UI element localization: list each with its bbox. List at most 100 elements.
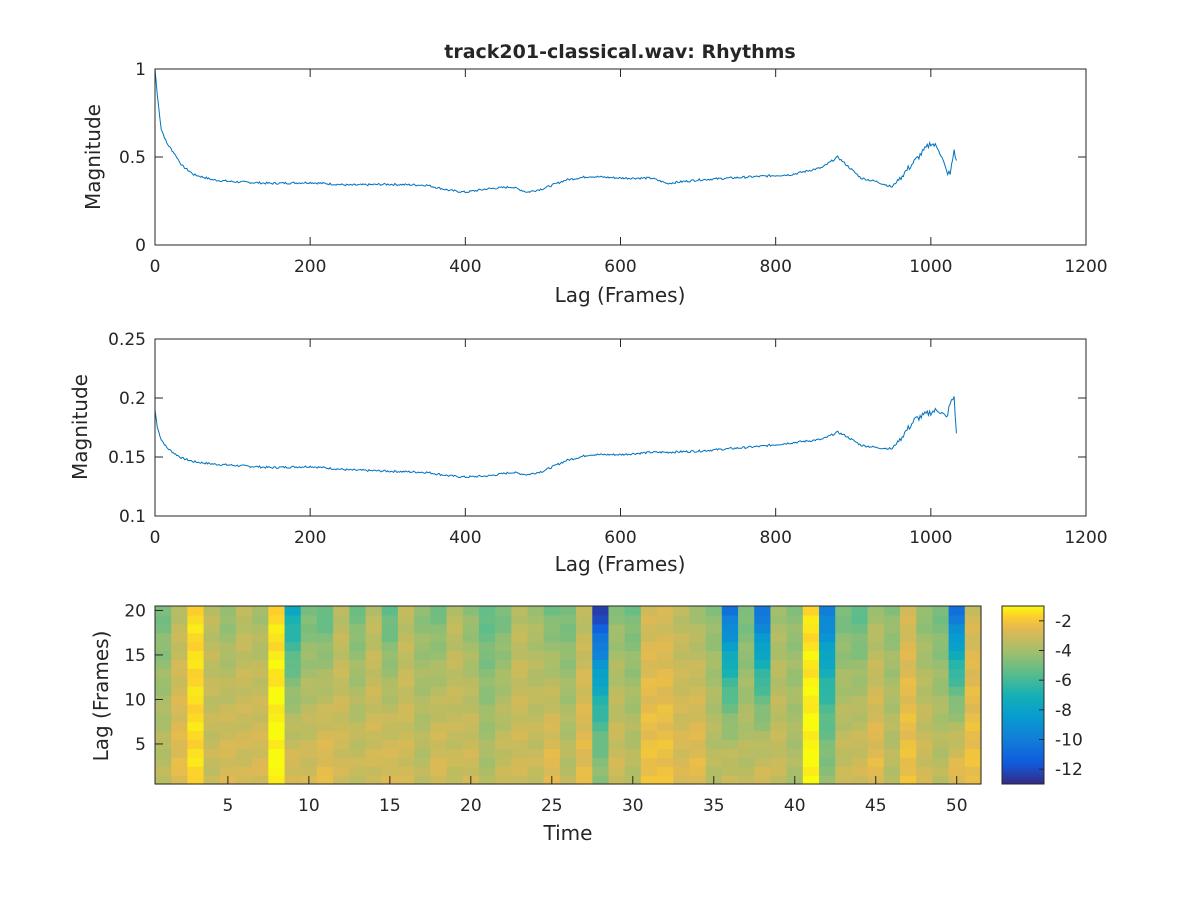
heatmap-cell (851, 712, 869, 723)
heatmap-cell (397, 775, 415, 785)
heatmap-cell (462, 730, 480, 741)
heatmap-cell (851, 623, 869, 634)
heatmap-cell (284, 659, 302, 669)
heatmap-cell (527, 721, 545, 732)
heatmap-cell (640, 739, 658, 749)
heatmap-cell (171, 650, 188, 660)
heatmap-cell (754, 641, 772, 652)
heatmap-cell (462, 641, 480, 652)
heatmap-cell (333, 712, 350, 723)
heatmap-cell (770, 712, 788, 723)
heatmap-cell (235, 677, 253, 687)
heatmap-cell (754, 668, 772, 678)
heatmap-cell (381, 748, 399, 758)
heatmap-cell (738, 650, 755, 660)
heatmap-cell (349, 677, 367, 687)
heatmap-cell (155, 632, 172, 643)
heatmap-cell (414, 606, 431, 616)
heatmap-cell (721, 686, 739, 696)
heatmap-cell (527, 659, 545, 669)
heatmap-cell (835, 766, 853, 776)
heatmap-cell (640, 748, 658, 758)
heatmap-cell (365, 748, 383, 758)
heatmap-cell (511, 650, 529, 660)
heatmap-cell (478, 686, 496, 696)
heatmap-cell (640, 677, 658, 687)
heatmap-cell (252, 748, 269, 758)
heatmap-cell (738, 748, 755, 758)
heatmap-cell (235, 623, 253, 634)
y-axis-label: Lag (Frames) (89, 631, 113, 762)
heatmap-cell (284, 775, 302, 785)
heatmap-cell (640, 606, 658, 616)
heatmap-cell (867, 623, 885, 634)
heatmap-cell (657, 757, 674, 767)
heatmap-cell (738, 614, 755, 625)
heatmap-cell (430, 632, 448, 643)
heatmap-cell (738, 703, 755, 714)
rhythm-heatmap-panel: 5 10 15 20 25 30 35 40 45 50 5 10 15 20 Time Lag (Fr… (89, 601, 1083, 845)
heatmap-cell (867, 766, 885, 776)
heatmap-cell (608, 757, 626, 767)
heatmap-cell (883, 730, 901, 741)
heatmap-cell (624, 677, 642, 687)
heatmap-cell (527, 623, 545, 634)
heatmap-cell (268, 659, 286, 669)
heatmap-cell (235, 712, 253, 723)
heatmap-cell (333, 775, 350, 785)
heatmap-cell (964, 668, 982, 678)
heatmap-cell (851, 677, 869, 687)
heatmap-cell (559, 739, 577, 749)
heatmap-cell (819, 730, 836, 741)
heatmap-cell (835, 775, 853, 785)
heatmap-cell (187, 650, 205, 660)
heatmap-cell (155, 703, 172, 714)
heatmap-cell (851, 695, 869, 705)
heatmap-cell (414, 677, 431, 687)
heatmap-cell (608, 695, 626, 705)
colorbar-tick-label: -12 (1055, 760, 1083, 780)
heatmap-cell (414, 686, 431, 696)
heatmap-cell (365, 730, 383, 741)
heatmap-cell (462, 695, 480, 705)
heatmap-cell (738, 606, 755, 616)
heatmap-cell (867, 730, 885, 741)
heatmap-cell (738, 766, 755, 776)
heatmap-cell (721, 641, 739, 652)
heatmap-cell (478, 650, 496, 660)
heatmap-cell (268, 686, 286, 696)
heatmap-cell (219, 650, 237, 660)
heatmap-cell (365, 677, 383, 687)
heatmap-cell (171, 757, 188, 767)
heatmap-cell (867, 748, 885, 758)
heatmap-cell (414, 730, 431, 741)
heatmap-cell (964, 641, 982, 652)
heatmap-cell (316, 641, 334, 652)
heatmap-cell (316, 739, 334, 749)
heatmap-cell (430, 730, 448, 741)
heatmap-cell (576, 650, 593, 660)
heatmap-cell (770, 677, 788, 687)
y-tick-labels: 5 10 15 20 (124, 601, 163, 755)
heatmap-cell (673, 641, 691, 652)
heatmap-cell (576, 695, 593, 705)
heatmap-cell (802, 677, 820, 687)
heatmap-cell (916, 695, 934, 705)
heatmap-cell (835, 659, 853, 669)
heatmap-cell (640, 721, 658, 732)
heatmap-cell (624, 712, 642, 723)
heatmap-cell (252, 632, 269, 643)
heatmap-cell (559, 712, 577, 723)
heatmap-cell (754, 695, 772, 705)
heatmap-cell (462, 650, 480, 660)
y-tick-labels: 00.51 (119, 60, 1086, 256)
heatmap-cell (754, 712, 772, 723)
heatmap-cell (446, 748, 464, 758)
heatmap-cell (187, 659, 205, 669)
heatmap-cell (657, 650, 674, 660)
heatmap-cell (365, 632, 383, 643)
heatmap-cell (495, 712, 512, 723)
heatmap-cell (349, 775, 367, 785)
heatmap-cell (900, 757, 917, 767)
heatmap-cell (948, 677, 966, 687)
